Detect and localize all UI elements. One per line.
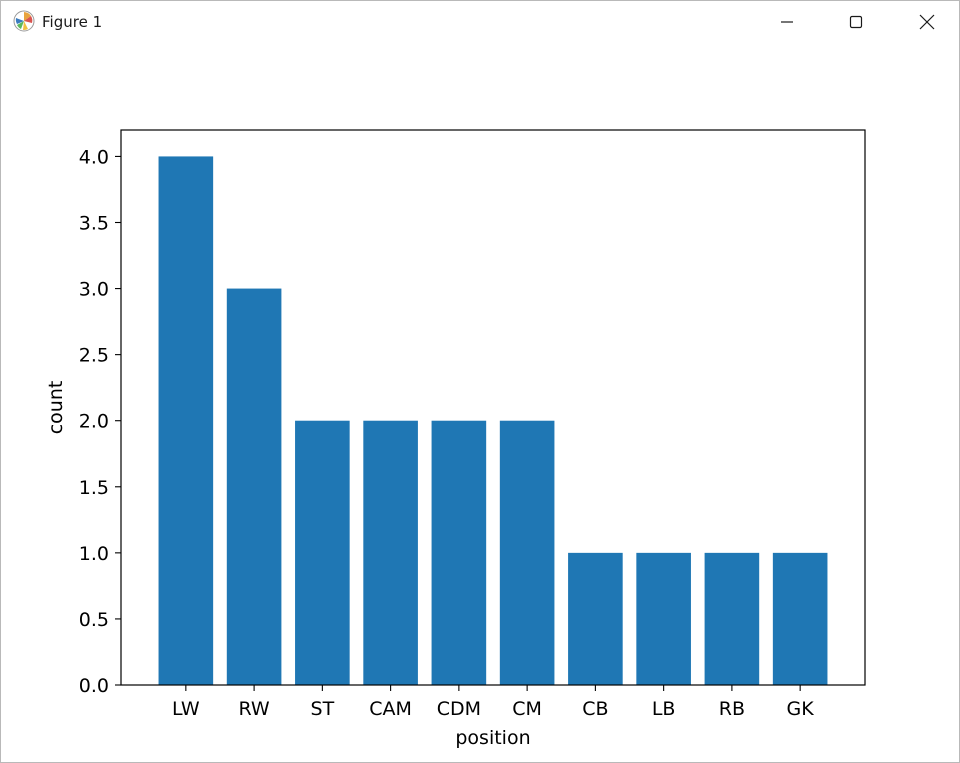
figure-canvas: 0.0 0.5 1.0 1.5 2.0 2.5 3.0 3.5 4.0 LW RW ST CAM CDM…	[1, 43, 959, 762]
x-tick-label: CB	[582, 698, 608, 720]
y-tick-label: 1.5	[79, 477, 109, 499]
maximize-button[interactable]	[827, 1, 885, 43]
close-icon	[919, 14, 935, 30]
x-tick-label: ST	[311, 698, 335, 720]
y-tick-label: 4.0	[79, 146, 109, 168]
bar-cam	[363, 420, 418, 685]
bar-lb	[636, 552, 691, 685]
y-ticks-group: 0.0 0.5 1.0 1.5 2.0 2.5 3.0 3.5 4.0	[79, 146, 121, 697]
bar-gk	[772, 552, 828, 685]
bars-group	[158, 156, 828, 685]
x-ticks-group: LW RW ST CAM CDM CM CB LB RB GK	[172, 685, 814, 720]
close-button[interactable]	[898, 1, 956, 43]
x-tick-label: LB	[652, 698, 676, 720]
x-tick-label: LW	[172, 698, 200, 720]
bar-chart: 0.0 0.5 1.0 1.5 2.0 2.5 3.0 3.5 4.0 LW RW ST CAM CDM…	[45, 129, 866, 749]
y-tick-label: 0.5	[79, 609, 109, 631]
y-tick-label: 2.0	[79, 411, 109, 433]
minimize-button[interactable]	[758, 1, 816, 43]
bar-cb	[568, 552, 623, 685]
bar-cm	[499, 420, 555, 685]
x-tick-label: GK	[787, 698, 815, 720]
x-tick-label: CAM	[369, 698, 412, 720]
y-axis-label: count	[45, 381, 67, 435]
axes-frame	[120, 129, 866, 686]
y-tick-label: 3.0	[79, 279, 109, 301]
y-tick-label: 1.0	[79, 543, 109, 565]
y-tick-label: 3.5	[79, 213, 109, 235]
bar-st	[295, 420, 350, 685]
matplotlib-logo-icon	[13, 10, 35, 32]
x-tick-label: RB	[719, 698, 745, 720]
bar-rw	[226, 288, 282, 685]
y-tick-label: 2.5	[79, 345, 109, 367]
minimize-icon	[780, 15, 794, 29]
title-bar[interactable]: Figure 1	[1, 1, 959, 43]
bar-lw	[158, 156, 214, 685]
x-tick-label: RW	[238, 698, 269, 720]
bar-rb	[704, 552, 760, 685]
window-title: Figure 1	[42, 13, 103, 31]
bar-cdm	[431, 420, 487, 685]
maximize-icon	[849, 15, 863, 29]
x-axis-label: position	[455, 727, 530, 749]
y-tick-label: 0.0	[79, 675, 109, 697]
x-tick-label: CM	[512, 698, 542, 720]
x-tick-label: CDM	[437, 698, 481, 720]
